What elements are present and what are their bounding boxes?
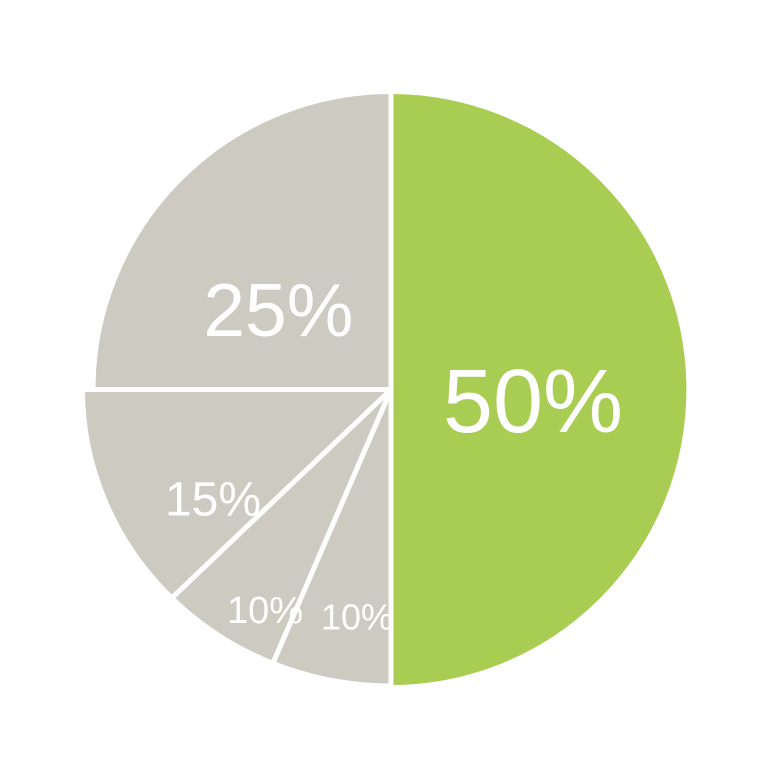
svg-text:10%: 10%	[321, 597, 393, 638]
svg-text:50%: 50%	[443, 352, 623, 452]
svg-text:25%: 25%	[203, 268, 353, 352]
svg-text:15%: 15%	[165, 474, 261, 527]
svg-text:10%: 10%	[227, 590, 303, 632]
